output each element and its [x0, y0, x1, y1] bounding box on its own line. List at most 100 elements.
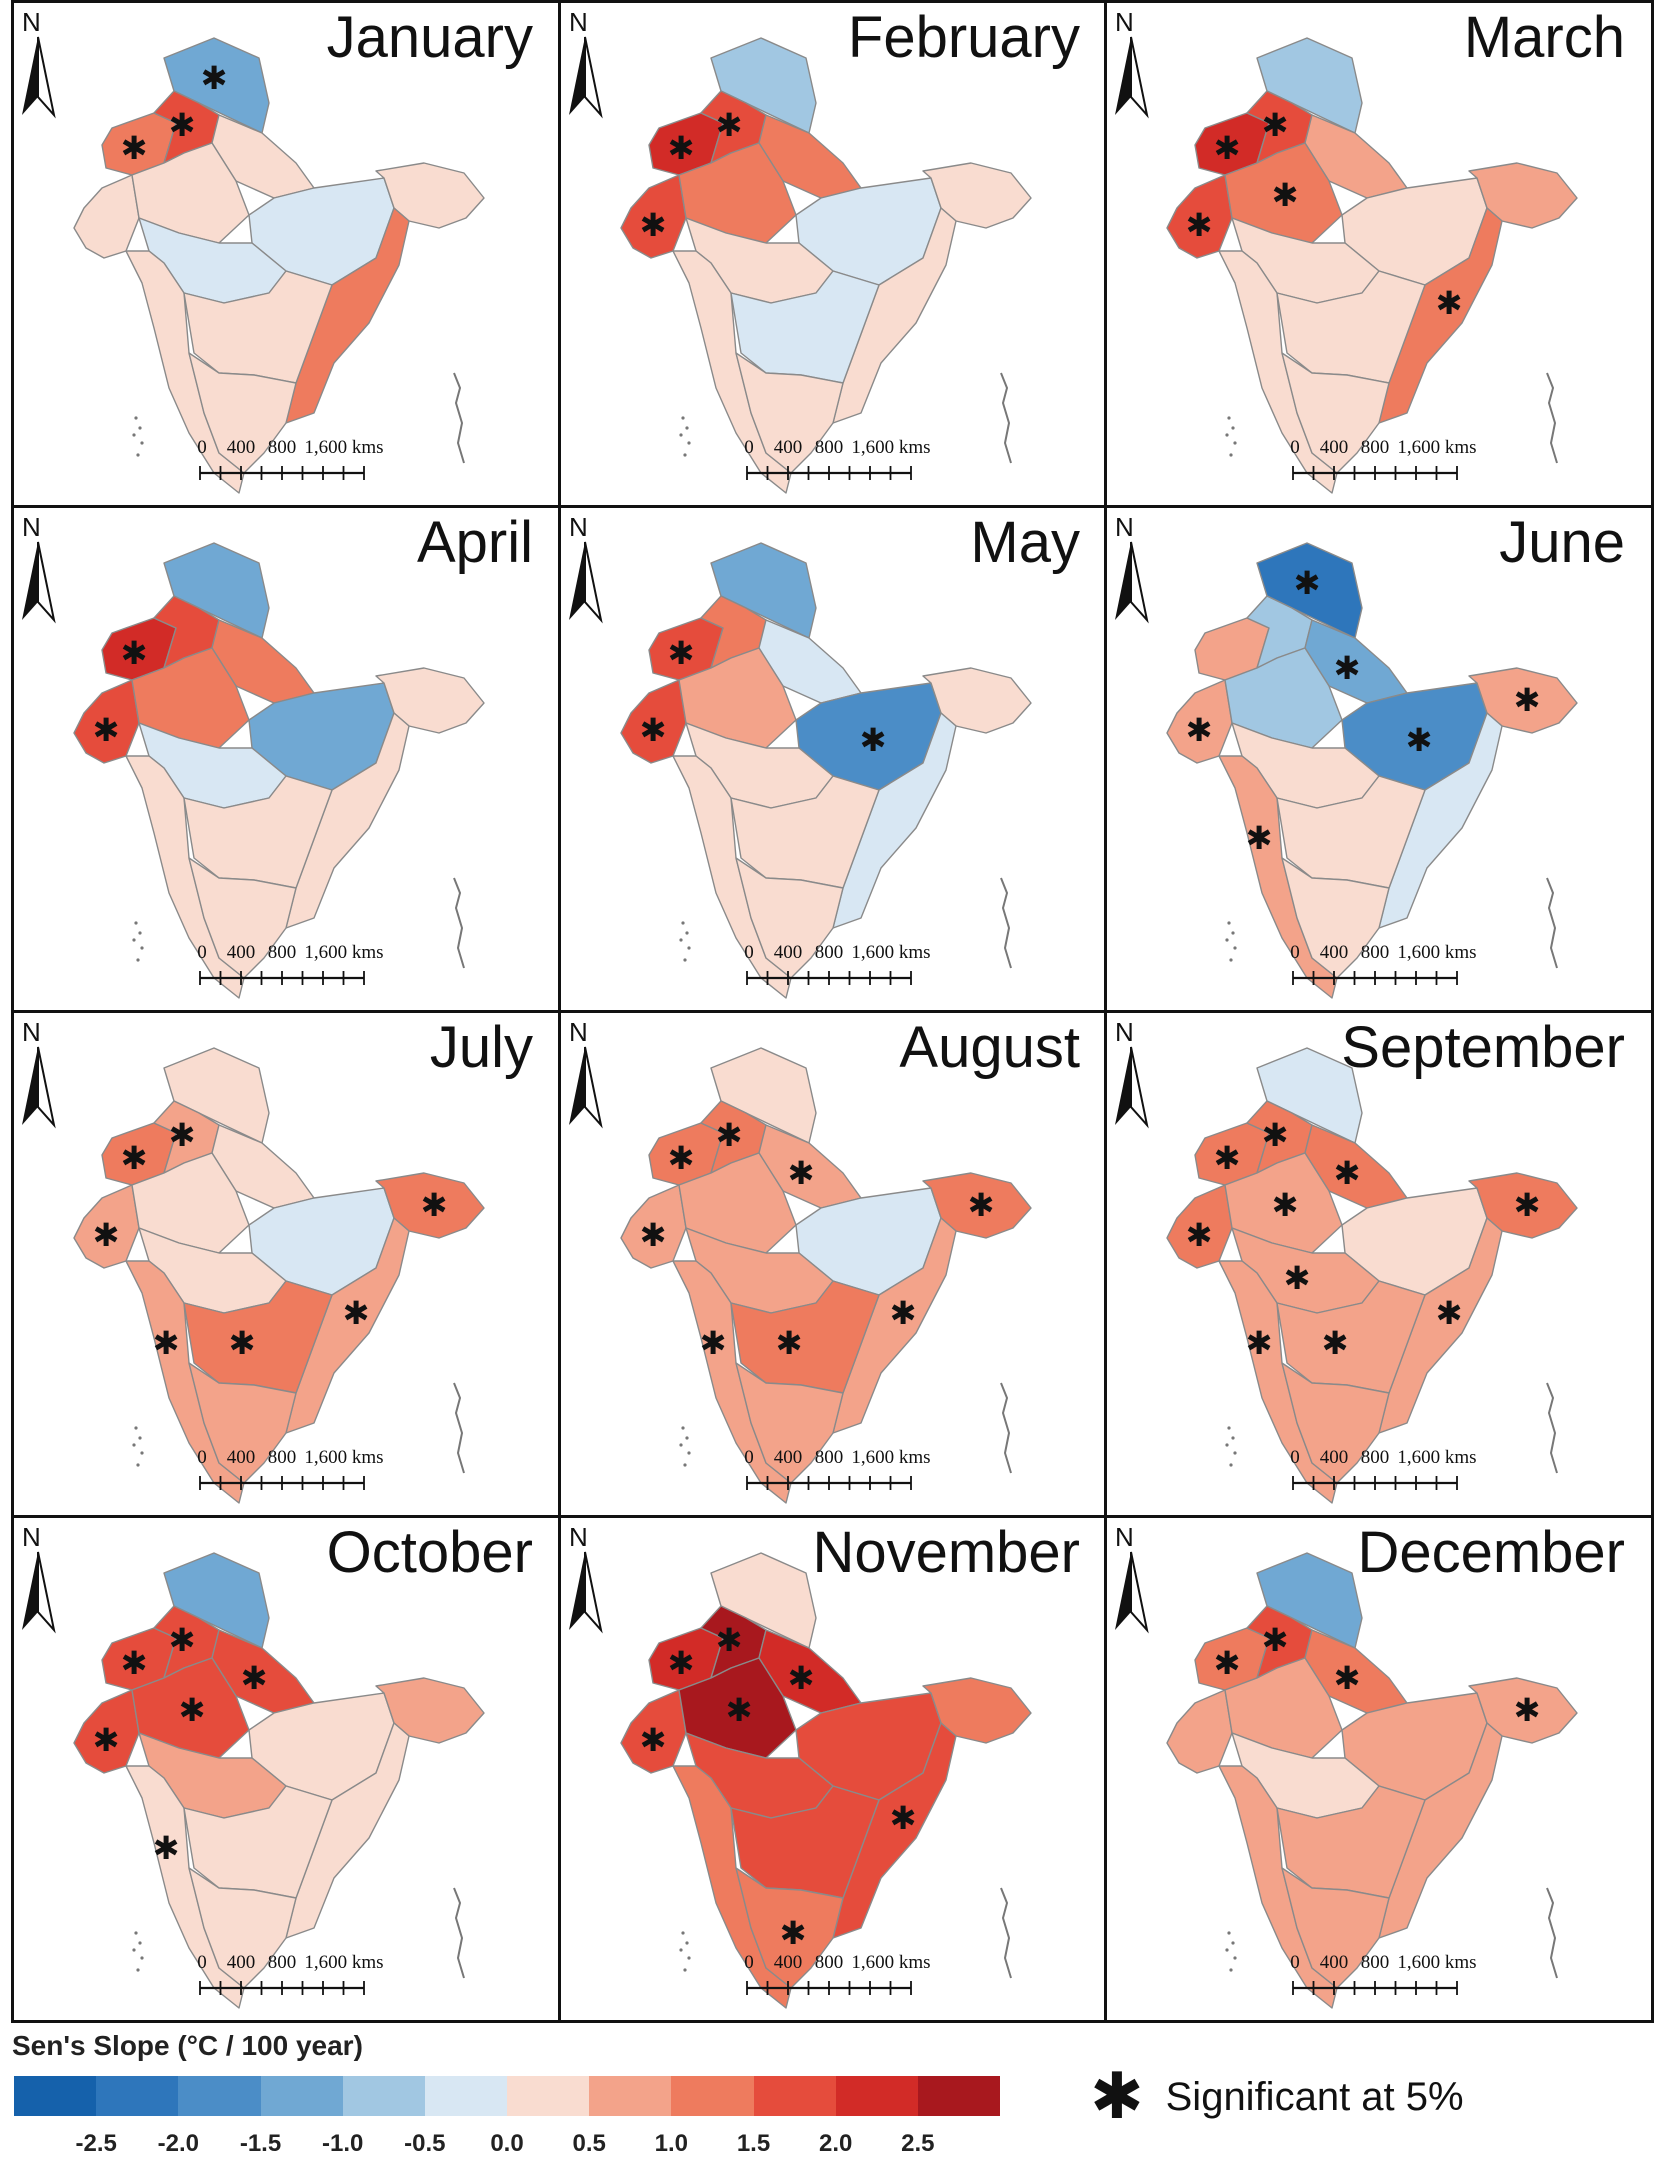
north-label: N: [1115, 7, 1134, 37]
significance-marker: ✱: [93, 1721, 120, 1759]
region: [1166, 1689, 1233, 1774]
scale-label: 0: [1290, 1952, 1300, 1973]
region: [730, 1785, 880, 1899]
legend-swatch: [507, 2076, 590, 2116]
region: [1281, 352, 1390, 474]
month-panel: N ✱ ✱ ✱ ✱ ✱ ✱ 0 400 800 1,600 kms June: [1104, 505, 1654, 1013]
significance-marker: ✱: [1214, 1139, 1241, 1177]
north-label: N: [569, 1017, 588, 1047]
month-title: November: [812, 1520, 1080, 1585]
scale-label: 1,600 kms: [304, 1952, 383, 1973]
month-panel: N ✱ ✱ ✱ ✱ 0 400 800 1,600 kms December: [1104, 1515, 1654, 2023]
region: [1276, 270, 1426, 384]
north-arrow-icon: N: [22, 1522, 56, 1634]
legend-tick-label: -2.0: [157, 2130, 200, 2157]
significance-marker: ✱: [1514, 681, 1541, 719]
region: [678, 1152, 797, 1254]
island-dots: [679, 1382, 1012, 1474]
legend-color-bar: [14, 2076, 1001, 2116]
significance-marker: ✱: [1262, 1621, 1289, 1659]
legend-swatch: [96, 2076, 179, 2116]
legend-swatch: [424, 2076, 508, 2116]
scale-bar: 0 400 800 1,600 kms: [744, 942, 931, 985]
north-arrow-icon: N: [22, 1017, 56, 1129]
north-label: N: [1115, 1522, 1134, 1552]
significance-marker: ✱: [1334, 1154, 1361, 1192]
scale-label: 1,600 kms: [851, 1952, 930, 1973]
scale-label: 400: [227, 1447, 256, 1468]
legend-tick-label: 1.0: [654, 2130, 689, 2157]
significance-marker: ✱: [1514, 1186, 1541, 1224]
scale-label: 800: [815, 1952, 844, 1973]
significance-marker: ✱: [780, 1914, 807, 1952]
significance-marker: ✱: [1334, 649, 1361, 687]
region: [730, 1280, 880, 1394]
scale-label: 1,600 kms: [851, 942, 930, 963]
legend-tick-label: -1.5: [239, 2130, 282, 2157]
significance-marker: ✱: [860, 721, 887, 759]
region: [735, 857, 844, 979]
month-title: December: [1357, 1520, 1625, 1585]
month-title: May: [970, 510, 1080, 575]
month-panel: N ✱ ✱ ✱ ✱ ✱ ✱ 0 400 800 1,600 kms October: [11, 1515, 562, 2023]
region: [375, 162, 485, 229]
scale-label: 800: [815, 942, 844, 963]
scale-label: 1,600 kms: [851, 1447, 930, 1468]
legend-tick-label: 2.0: [818, 2130, 853, 2157]
region: [735, 1362, 844, 1484]
scale-label: 800: [1361, 942, 1390, 963]
island-dots: [1225, 877, 1558, 969]
island-dots: [679, 1887, 1012, 1979]
legend-swatch: [260, 2076, 343, 2116]
significance-marker: ✱: [640, 1721, 667, 1759]
region: [73, 174, 140, 259]
significance-marker: ✱: [776, 1324, 803, 1362]
scale-label: 0: [744, 1952, 754, 1973]
scale-label: 800: [815, 1447, 844, 1468]
island-dots: [1225, 1887, 1558, 1979]
india-map: N ✱ ✱ ✱ 0 400 800 1,600 kms: [569, 512, 1032, 999]
north-label: N: [569, 7, 588, 37]
region: [1224, 647, 1343, 749]
significance-marker: ✱: [121, 129, 148, 167]
island-dots: [132, 1382, 465, 1474]
significance-marker: ✱: [700, 1324, 727, 1362]
significance-marker: ✱: [1436, 284, 1463, 322]
region: [183, 270, 333, 384]
region: [922, 162, 1032, 229]
legend-tick-label: 0.5: [572, 2130, 606, 2157]
north-label: N: [22, 512, 41, 542]
scale-label: 400: [774, 1952, 803, 1973]
month-panel: N ✱ ✱ ✱ 0 400 800 1,600 kms February: [558, 0, 1109, 508]
legend-tick-label: 1.5: [736, 2130, 771, 2157]
scale-bar: 0 400 800 1,600 kms: [1290, 437, 1477, 480]
scale-label: 1,600 kms: [1397, 942, 1476, 963]
region: [131, 142, 250, 244]
month-title: February: [847, 5, 1080, 70]
scale-label: 800: [268, 437, 297, 458]
india-map: N ✱ ✱ ✱ ✱ ✱ ✱ 0 400 800 1,600 kms: [1115, 512, 1578, 999]
significance-marker: ✱: [1272, 1186, 1299, 1224]
legend-tick-label: 0.0: [490, 2130, 524, 2157]
significance-marker: ✱: [716, 1621, 743, 1659]
island-dots: [132, 372, 465, 464]
significance-marker: ✱: [93, 1216, 120, 1254]
significance-marker: ✱: [1246, 1324, 1273, 1362]
scale-label: 0: [744, 942, 754, 963]
region: [1224, 1152, 1343, 1254]
month-panel: N ✱ ✱ ✱ ✱ ✱ 0 400 800 1,600 kms March: [1104, 0, 1654, 508]
legend-swatch: [178, 2076, 261, 2116]
significance-marker: ✱: [169, 106, 196, 144]
legend-swatch: [671, 2076, 754, 2116]
region: [1276, 775, 1426, 889]
legend-title: Sen's Slope (°C / 100 year): [12, 2030, 363, 2061]
legend: Sen's Slope (°C / 100 year) -2.5 -2.0 -1.5…: [0, 2020, 1654, 2167]
scale-label: 1,600 kms: [1397, 437, 1476, 458]
scale-label: 1,600 kms: [304, 1447, 383, 1468]
month-title: July: [429, 1015, 533, 1080]
month-title: August: [899, 1015, 1080, 1080]
india-map: N ✱ ✱ 0 400 800 1,600 kms: [22, 512, 485, 999]
significance-marker: ✱: [788, 1154, 815, 1192]
significance-marker: ✱: [121, 1139, 148, 1177]
legend-swatch: [753, 2076, 836, 2116]
